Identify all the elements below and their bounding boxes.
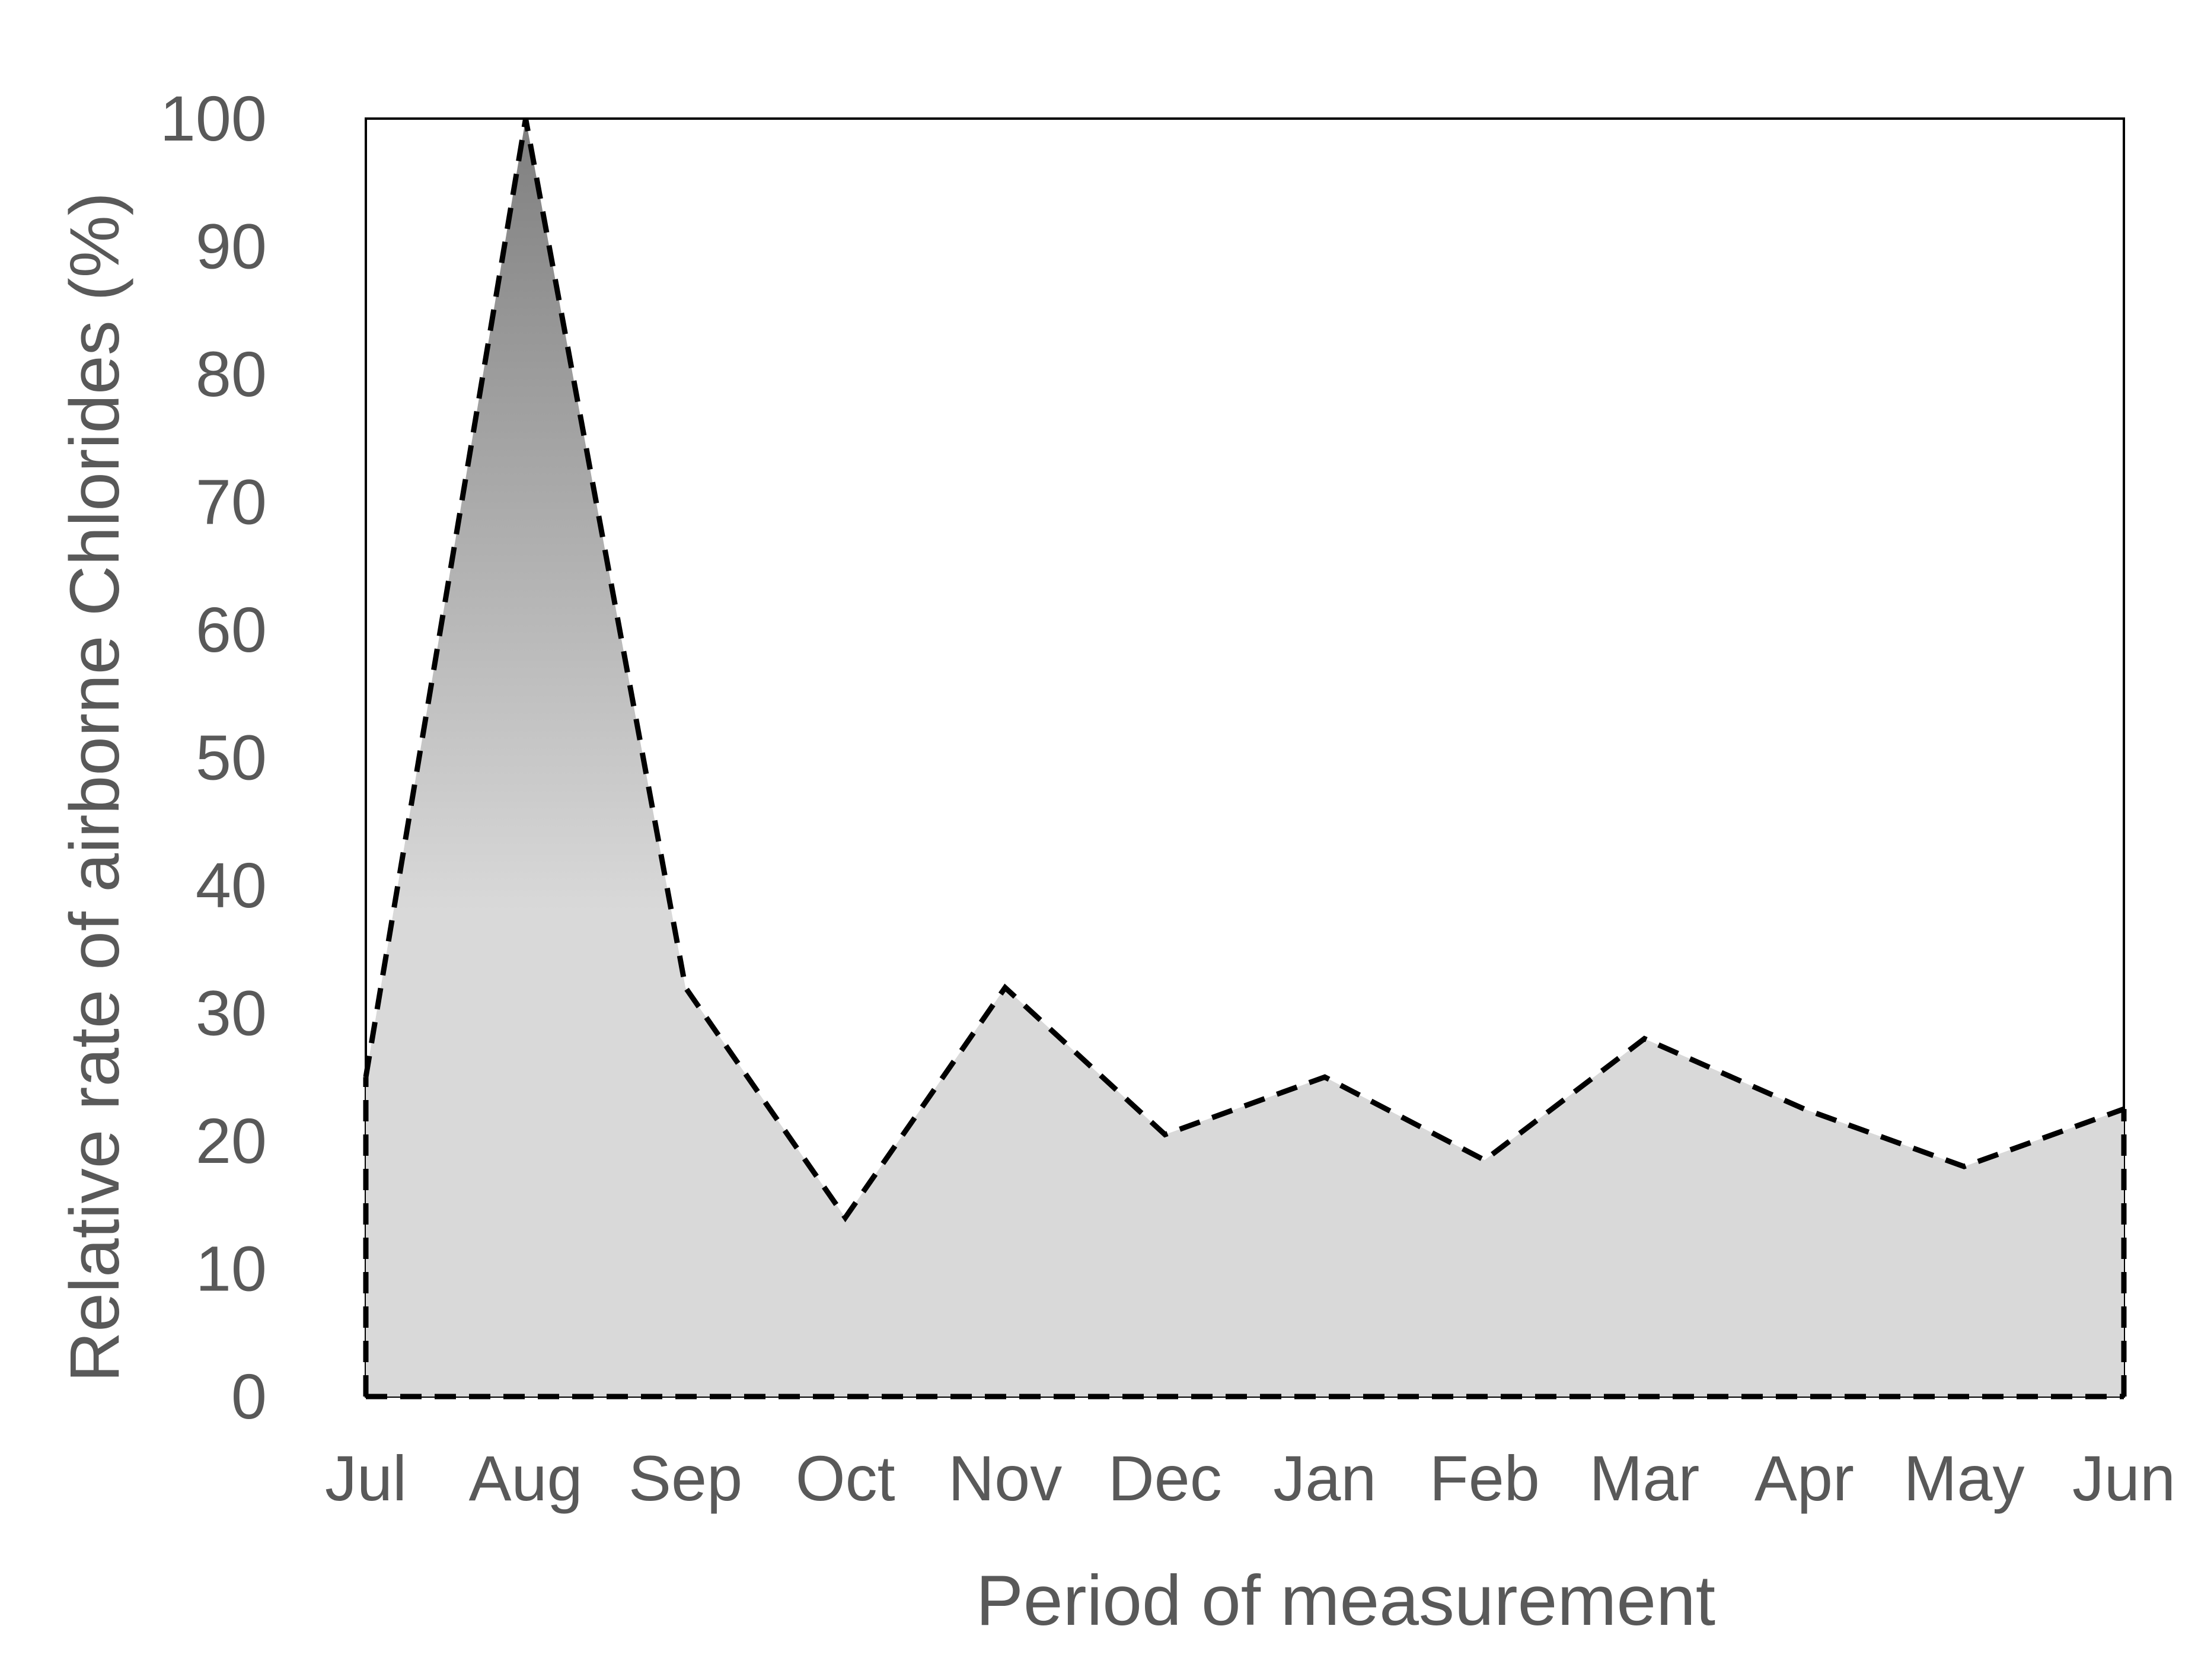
y-axis-ticks: 0 10 20 30 40 50 60 70 80 90 100 — [160, 82, 267, 1432]
y-tick-label: 0 — [231, 1360, 267, 1432]
series-line — [363, 118, 2125, 1223]
y-tick-label: 80 — [196, 338, 267, 410]
x-tick-label: Oct — [796, 1442, 895, 1514]
x-tick-label: Mar — [1589, 1442, 1699, 1514]
y-tick-label: 20 — [196, 1105, 267, 1177]
x-tick-label: Feb — [1430, 1442, 1540, 1514]
x-tick-label: Dec — [1108, 1442, 1222, 1514]
y-axis-title: Relative rate of airborne Chlorides (%) — [56, 192, 134, 1382]
x-tick-label: Jan — [1273, 1442, 1376, 1514]
y-tick-label: 90 — [196, 211, 267, 282]
plot-area — [363, 117, 2127, 1400]
x-tick-label: Sep — [629, 1442, 742, 1514]
x-tick-label: Jul — [325, 1442, 407, 1514]
x-tick-label: Aug — [468, 1442, 582, 1514]
y-tick-label: 70 — [196, 466, 267, 538]
x-tick-label: Jun — [2072, 1442, 2175, 1514]
y-tick-label: 100 — [160, 82, 267, 154]
y-tick-label: 30 — [196, 977, 267, 1049]
x-tick-label: Nov — [948, 1442, 1062, 1514]
x-tick-label: May — [1903, 1442, 2024, 1514]
y-tick-label: 10 — [196, 1233, 267, 1305]
y-tick-label: 60 — [196, 594, 267, 665]
x-axis-title: Period of measurement — [976, 1561, 1715, 1640]
y-tick-label: 40 — [196, 849, 267, 921]
y-tick-label: 50 — [196, 722, 267, 793]
x-tick-label: Apr — [1754, 1442, 1854, 1514]
x-axis-ticks: Jul Aug Sep Oct Nov Dec Jan Feb Mar Apr May Jun — [325, 1442, 2175, 1514]
area-fill — [366, 119, 2124, 1397]
